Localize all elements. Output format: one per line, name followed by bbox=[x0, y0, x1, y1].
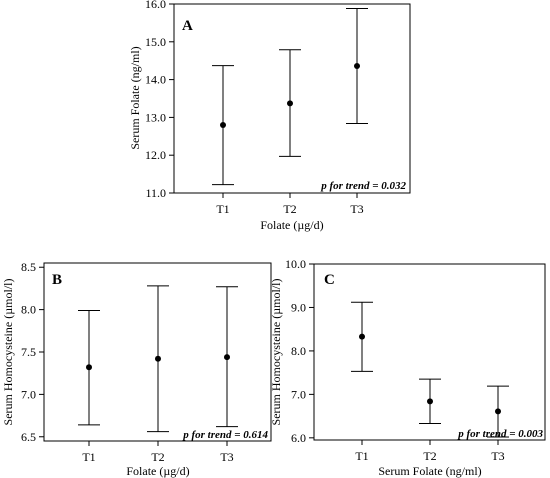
panel-b-y-axis-label: Serum Homocysteine (µmol/l) bbox=[1, 279, 15, 426]
panel-a-letter: A bbox=[182, 18, 193, 34]
panel-b-x-tick-label: T1 bbox=[82, 450, 95, 464]
panel-c-marks: 6.0 7.0 8.0 9.0 10.0 T1 T2 T3 bbox=[285, 257, 509, 463]
panel-a-y-tick-label: 11.0 bbox=[145, 186, 166, 200]
panel-a-plot-frame bbox=[173, 3, 411, 194]
panel-a-y-tick-label: 15.0 bbox=[145, 35, 166, 49]
panel-c-mean-point bbox=[495, 408, 501, 415]
panel-a-x-tick-label: T2 bbox=[283, 202, 296, 216]
panel-a-mean-point bbox=[354, 62, 360, 69]
panel-a-p-trend: p for trend = 0.032 bbox=[320, 180, 406, 192]
panel-b-mean-point bbox=[155, 355, 161, 362]
panel-b-p-trend: p for trend = 0.614 bbox=[182, 429, 268, 441]
panel-c-mean-point bbox=[359, 333, 365, 340]
panel-c-y-tick-label: 8.0 bbox=[291, 344, 306, 358]
panel-b-marks: 6.5 7.0 7.5 8.0 8.5 T1 T2 T3 bbox=[21, 260, 238, 464]
panel-b-mean-point bbox=[86, 364, 92, 371]
panel-a-marks: 11.0 12.0 13.0 14.0 15.0 16.0 T1 T2 T3 bbox=[145, 0, 368, 216]
panel-a-y-tick-label: 14.0 bbox=[145, 73, 166, 87]
panel-c-y-tick-label: 10.0 bbox=[285, 257, 306, 271]
panel-c-y-tick-label: 7.0 bbox=[291, 387, 306, 401]
panel-c-y-tick-label: 6.0 bbox=[291, 431, 306, 445]
panel-c-y-axis-label: Serum Homocysteine (µmol/l) bbox=[269, 279, 283, 426]
panel-c-p-trend: p for trend = 0.003 bbox=[457, 428, 543, 440]
panel-b-y-tick-label: 8.5 bbox=[21, 260, 36, 274]
panel-b-y-tick-label: 6.5 bbox=[21, 430, 36, 444]
panel-a-y-tick-label: 12.0 bbox=[145, 148, 166, 162]
panel-b-letter: B bbox=[52, 272, 62, 288]
panel-a-x-tick-label: T1 bbox=[216, 202, 229, 216]
panel-c-x-tick-label: T2 bbox=[423, 449, 436, 463]
panel-a-y-tick-label: 16.0 bbox=[145, 0, 166, 11]
panel-a-x-tick-label: T3 bbox=[350, 202, 363, 216]
panel-a-mean-point bbox=[287, 100, 293, 107]
panel-c-x-tick-label: T3 bbox=[491, 449, 504, 463]
panel-a-mean-point bbox=[220, 121, 226, 128]
panel-b-y-tick-label: 7.0 bbox=[21, 387, 36, 401]
panel-b-x-axis-label: Folate (µg/d) bbox=[126, 464, 189, 478]
panel-b-mean-point bbox=[224, 354, 230, 361]
panel-a: A p for trend = 0.032 Serum Folate (ng/m… bbox=[128, 0, 411, 232]
panel-a-y-tick-label: 13.0 bbox=[145, 110, 166, 124]
panel-c-letter: C bbox=[324, 272, 335, 288]
panel-a-y-axis-label: Serum Folate (ng/ml) bbox=[128, 46, 142, 149]
panel-c: C p for trend = 0.003 Serum Homocysteine… bbox=[269, 257, 546, 478]
panel-a-x-axis-label: Folate (µg/d) bbox=[260, 218, 323, 232]
panel-b-x-tick-label: T2 bbox=[151, 450, 164, 464]
panel-b: B p for trend = 0.614 Serum Homocysteine… bbox=[1, 260, 272, 478]
panel-c-y-tick-label: 9.0 bbox=[291, 300, 306, 314]
panel-c-x-tick-label: T1 bbox=[355, 449, 368, 463]
panel-b-y-tick-label: 8.0 bbox=[21, 303, 36, 317]
panel-b-x-tick-label: T3 bbox=[220, 450, 233, 464]
panel-c-x-axis-label: Serum Folate (ng/ml) bbox=[378, 464, 481, 478]
panel-b-y-tick-label: 7.5 bbox=[21, 345, 36, 359]
panel-c-mean-point bbox=[427, 398, 433, 405]
